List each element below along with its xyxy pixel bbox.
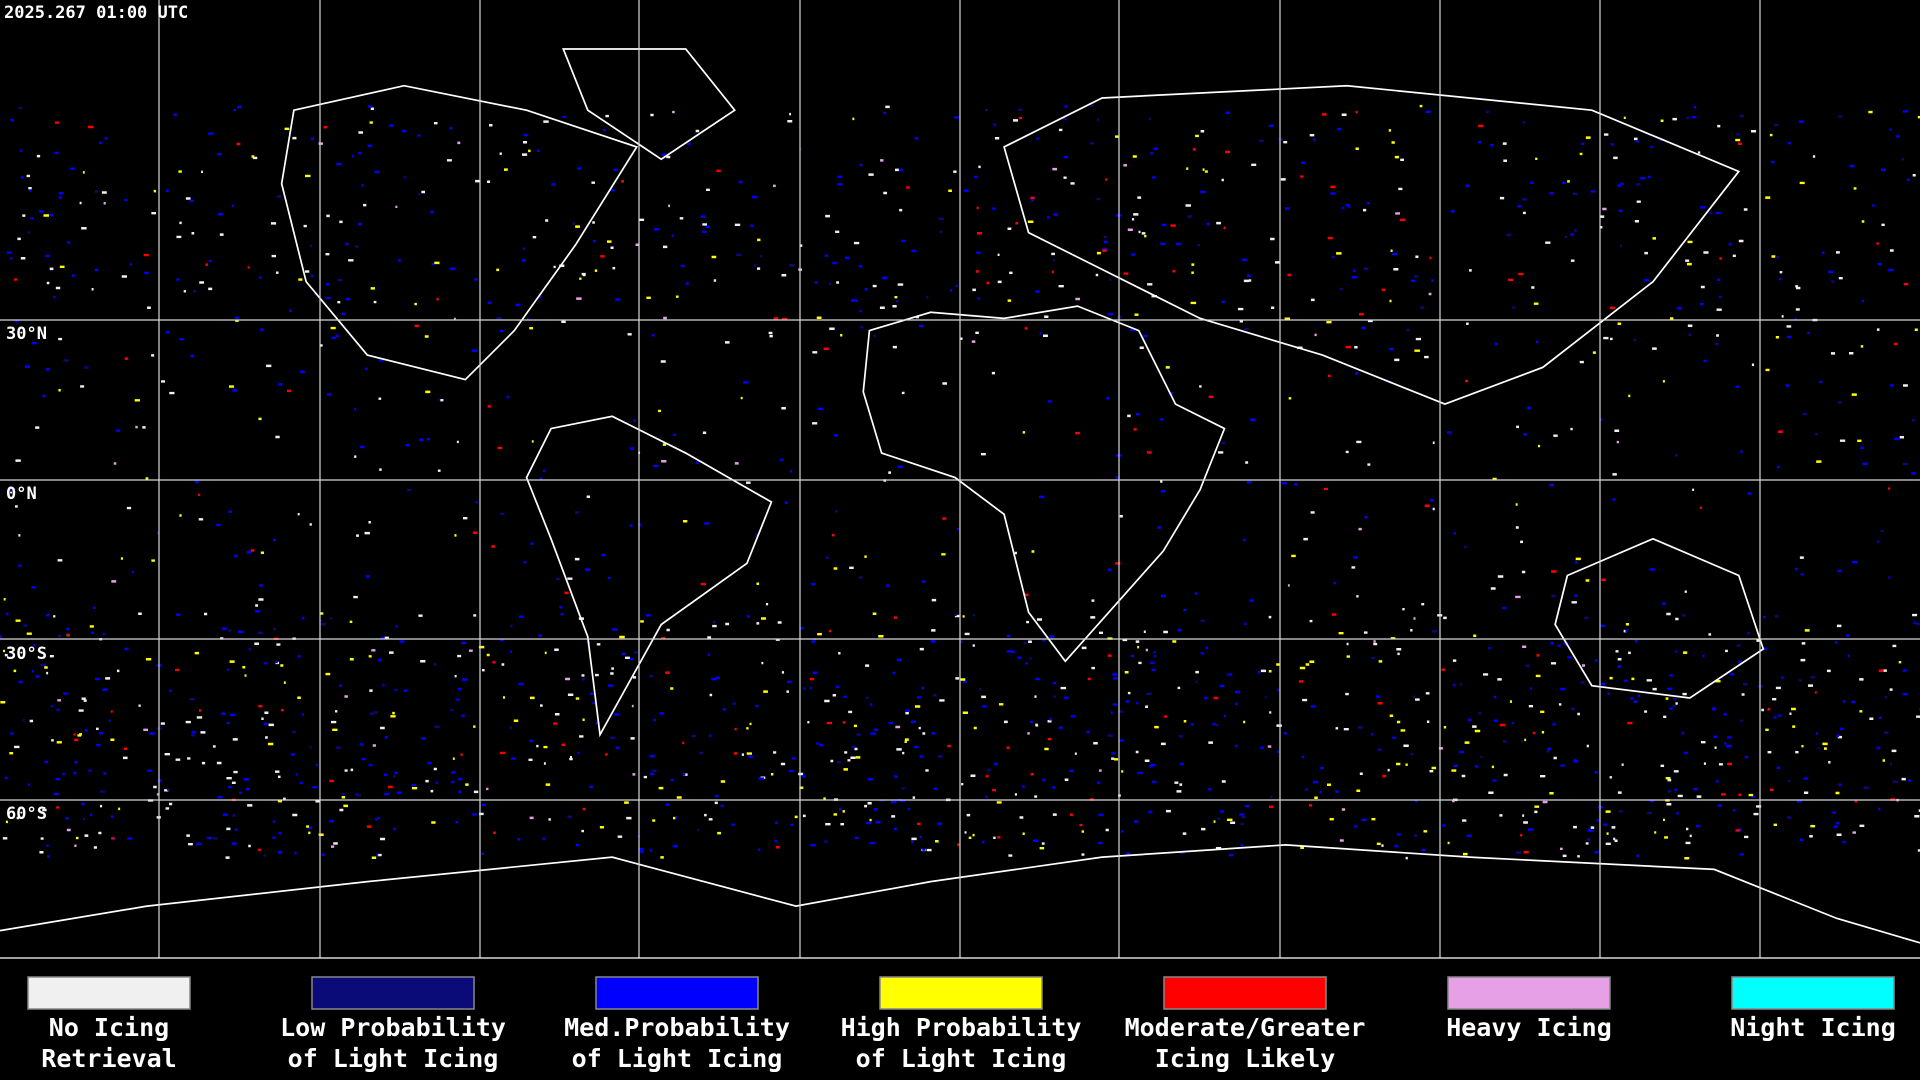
lat-label: 30°N (6, 324, 47, 344)
lat-label: 60°S (6, 804, 47, 824)
graticule (0, 0, 1920, 958)
legend-label: Heavy Icing (1446, 1013, 1612, 1042)
coastline (0, 844, 1920, 944)
legend-label: of Light Icing (856, 1044, 1067, 1073)
legend-label: Night Icing (1730, 1013, 1896, 1042)
coastline (1003, 84, 1741, 406)
timestamp: 2025.267 01:00 UTC (4, 3, 188, 23)
legend-label: Med.Probability (564, 1013, 790, 1042)
legend-swatch (1447, 976, 1611, 1010)
legend-swatch (1163, 976, 1327, 1010)
icing-field (0, 104, 1920, 860)
legend-swatch (27, 976, 191, 1010)
coastline (525, 415, 773, 738)
legend-label: No Icing (49, 1013, 169, 1042)
legend-swatch (311, 976, 475, 1010)
coastlines (0, 48, 1920, 944)
legend-label: High Probability (841, 1013, 1082, 1042)
legend-label: Low Probability (280, 1013, 506, 1042)
lat-label: 0°N (6, 484, 37, 504)
legend-swatch (879, 976, 1043, 1010)
coastline (280, 84, 639, 381)
legend-swatch (1731, 976, 1895, 1010)
legend-swatch (595, 976, 759, 1010)
legend-label: Moderate/Greater (1125, 1013, 1366, 1042)
coastline (862, 305, 1226, 663)
legend-label: of Light Icing (288, 1044, 499, 1073)
legend-label: of Light Icing (572, 1044, 783, 1073)
lat-label: 30°S (6, 644, 47, 664)
legend-label: Icing Likely (1155, 1044, 1336, 1073)
legend-label: Retrieval (41, 1044, 176, 1073)
coastline (1554, 537, 1765, 699)
coastline (562, 48, 736, 161)
icing-dots (2, 105, 1920, 860)
